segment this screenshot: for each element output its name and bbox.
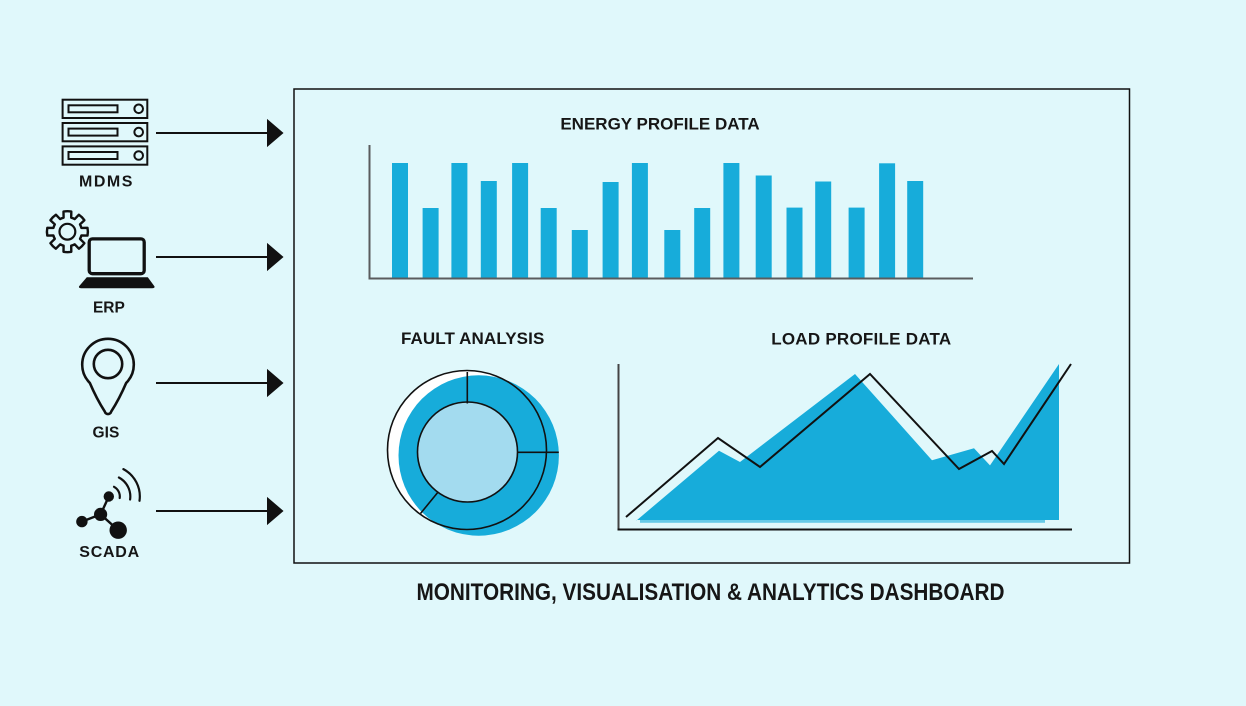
svg-text:MDMS: MDMS [79, 173, 134, 190]
svg-text:ERP: ERP [93, 299, 125, 316]
svg-text:MONITORING, VISUALISATION & AN: MONITORING, VISUALISATION & ANALYTICS DA… [417, 579, 1005, 606]
svg-text:LOAD PROFILE DATA: LOAD PROFILE DATA [771, 330, 951, 349]
svg-text:SCADA: SCADA [79, 544, 140, 561]
svg-text:ENERGY PROFILE DATA: ENERGY PROFILE DATA [560, 115, 759, 134]
svg-text:GIS: GIS [92, 424, 119, 441]
svg-text:FAULT ANALYSIS: FAULT ANALYSIS [401, 329, 544, 348]
